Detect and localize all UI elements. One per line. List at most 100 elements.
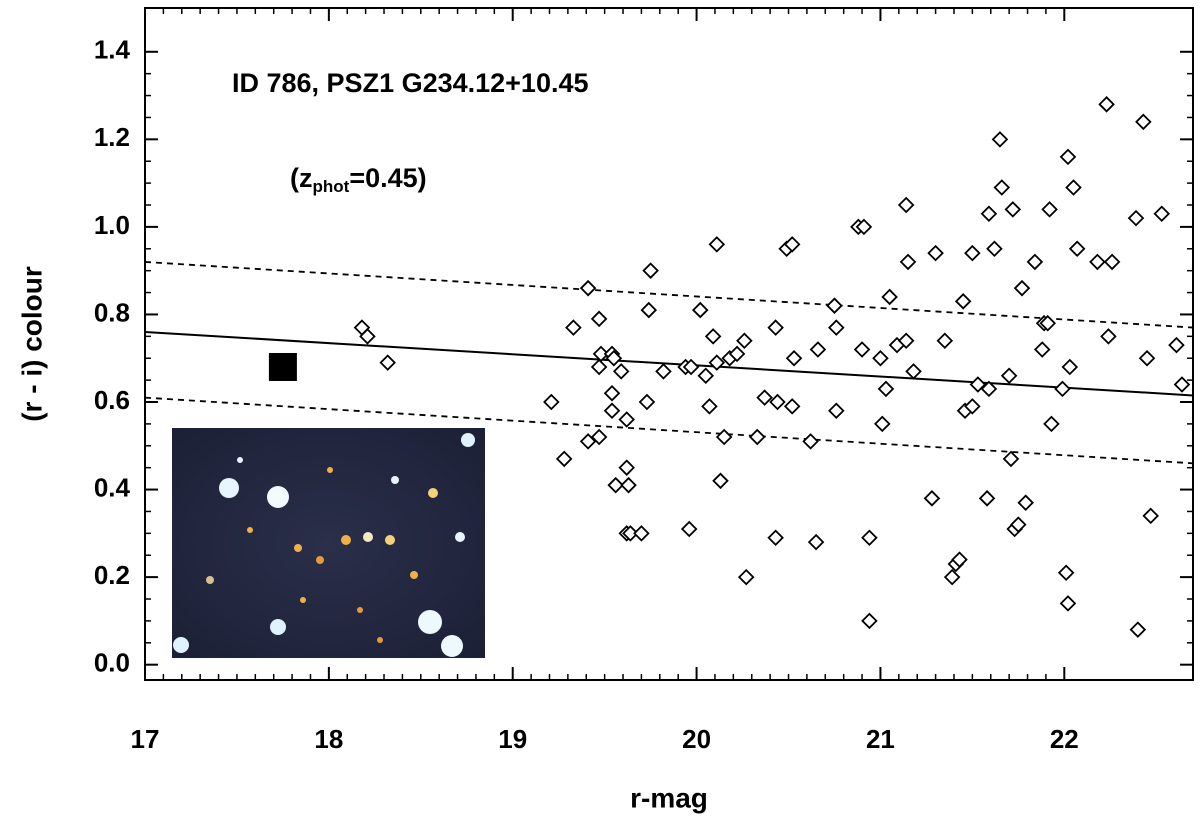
- x-tick-label: 20: [682, 724, 711, 754]
- point: [853, 341, 871, 358]
- point: [872, 349, 889, 367]
- point: [1033, 341, 1051, 358]
- point: [701, 398, 718, 415]
- point: [756, 389, 773, 406]
- point: [590, 428, 608, 446]
- x-tick-label: 22: [1050, 724, 1079, 754]
- annotation-text: =0.45): [349, 163, 426, 193]
- point: [579, 433, 597, 450]
- point: [767, 319, 784, 336]
- point: [783, 398, 801, 415]
- highlight-marker: [268, 352, 297, 381]
- annotation: (zphot=0.45): [290, 163, 427, 196]
- point: [708, 354, 726, 371]
- point: [655, 363, 672, 380]
- point: [1057, 564, 1075, 582]
- point: [543, 393, 560, 411]
- y-tick-label: 0.6: [94, 385, 130, 415]
- point: [905, 363, 922, 380]
- point: [897, 196, 915, 214]
- point: [783, 236, 801, 253]
- point: [1039, 314, 1057, 332]
- point: [682, 358, 700, 376]
- point: [1059, 148, 1077, 166]
- point: [1013, 279, 1031, 297]
- point: [1068, 240, 1086, 258]
- point: [565, 319, 582, 336]
- point: [861, 529, 878, 546]
- y-tick-label: 0.0: [94, 648, 130, 678]
- chart-title: ID 786, PSZ1 G234.12+10.45: [232, 68, 589, 98]
- point: [638, 393, 656, 411]
- point: [1100, 328, 1117, 345]
- point: [1059, 595, 1077, 612]
- point: [622, 525, 639, 542]
- point: [1065, 179, 1082, 196]
- point: [1168, 336, 1185, 354]
- annotation-subscript: phot: [313, 177, 350, 196]
- point: [1153, 205, 1171, 223]
- point: [943, 568, 961, 586]
- point: [697, 367, 715, 385]
- point: [1127, 209, 1145, 227]
- point: [980, 380, 998, 398]
- point: [1103, 253, 1121, 271]
- point: [736, 332, 753, 349]
- point: [991, 131, 1009, 148]
- point: [1002, 450, 1020, 468]
- fit-line: [144, 261, 1194, 329]
- point: [807, 533, 825, 551]
- y-tick-label: 0.4: [94, 472, 131, 502]
- point: [633, 525, 650, 542]
- point: [877, 380, 895, 398]
- point: [1135, 113, 1152, 131]
- point: [379, 354, 396, 371]
- point: [590, 310, 608, 328]
- point: [899, 253, 917, 271]
- point: [923, 490, 941, 507]
- point: [855, 218, 873, 236]
- y-tick-label: 0.2: [94, 560, 130, 590]
- y-tick-label: 1.0: [94, 210, 130, 240]
- point: [1054, 380, 1071, 398]
- point: [607, 476, 624, 494]
- point: [579, 279, 597, 297]
- inset-image: [172, 428, 485, 658]
- x-tick-label: 21: [866, 724, 895, 754]
- point: [964, 244, 981, 262]
- y-tick-label: 1.2: [94, 122, 130, 152]
- point: [1173, 376, 1191, 393]
- point: [715, 428, 733, 446]
- point: [861, 612, 878, 630]
- point: [612, 363, 630, 380]
- y-tick-label: 0.8: [94, 297, 130, 327]
- point: [1142, 507, 1159, 525]
- point: [809, 341, 827, 358]
- annotation-text: (z: [290, 163, 313, 193]
- point: [680, 520, 698, 538]
- point: [590, 358, 608, 376]
- point: [1017, 494, 1034, 511]
- x-tick-label: 18: [314, 724, 343, 754]
- point: [802, 433, 819, 450]
- x-tick-label: 19: [498, 724, 527, 754]
- point: [704, 328, 722, 345]
- point: [605, 349, 623, 367]
- point: [927, 244, 944, 262]
- point: [1041, 201, 1058, 218]
- point: [708, 236, 726, 253]
- point: [603, 402, 621, 420]
- point: [1043, 415, 1060, 433]
- point: [1026, 253, 1044, 271]
- point: [951, 551, 968, 568]
- point: [737, 568, 755, 586]
- point: [1129, 621, 1147, 638]
- point: [748, 428, 766, 446]
- point: [620, 476, 637, 494]
- point: [712, 472, 729, 490]
- plot-frame: [144, 7, 1194, 681]
- point: [828, 319, 845, 336]
- point: [897, 332, 915, 349]
